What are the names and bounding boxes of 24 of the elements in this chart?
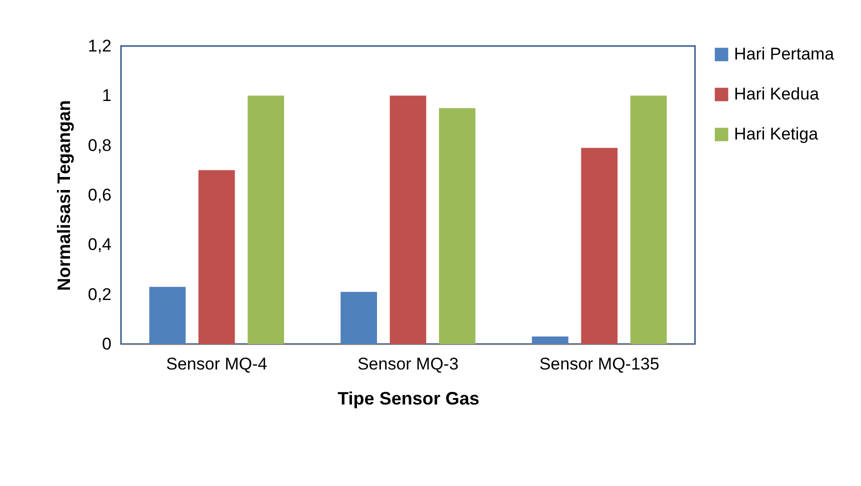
legend-label: Hari Ketiga bbox=[734, 124, 819, 144]
bar bbox=[581, 148, 618, 344]
x-tick-label: Sensor MQ-3 bbox=[357, 354, 459, 374]
x-tick-label: Sensor MQ-4 bbox=[166, 354, 268, 374]
bar bbox=[438, 108, 476, 344]
y-tick-label: 0,2 bbox=[88, 284, 112, 304]
y-tick-label: 0,4 bbox=[88, 235, 112, 254]
bar bbox=[340, 292, 378, 344]
bar bbox=[248, 96, 284, 344]
x-tick-label: Sensor MQ-135 bbox=[539, 354, 660, 374]
y-tick-label: 0,8 bbox=[88, 136, 112, 155]
y-tick-label: 0 bbox=[102, 334, 112, 354]
bar bbox=[149, 286, 186, 344]
y-tick-label: 0,6 bbox=[88, 186, 112, 204]
bar bbox=[630, 96, 667, 344]
legend-label: Hari Kedua bbox=[734, 84, 820, 104]
y-axis-title: Normalisasi Tegangan bbox=[54, 100, 74, 291]
bar bbox=[198, 170, 235, 344]
legend-label: Hari Pertama bbox=[734, 44, 835, 64]
y-tick-label: 1,2 bbox=[88, 36, 112, 56]
x-axis-title: Tipe Sensor Gas bbox=[338, 388, 480, 408]
bar bbox=[390, 96, 426, 344]
bar bbox=[532, 336, 568, 344]
y-tick-label: 1 bbox=[102, 86, 112, 106]
